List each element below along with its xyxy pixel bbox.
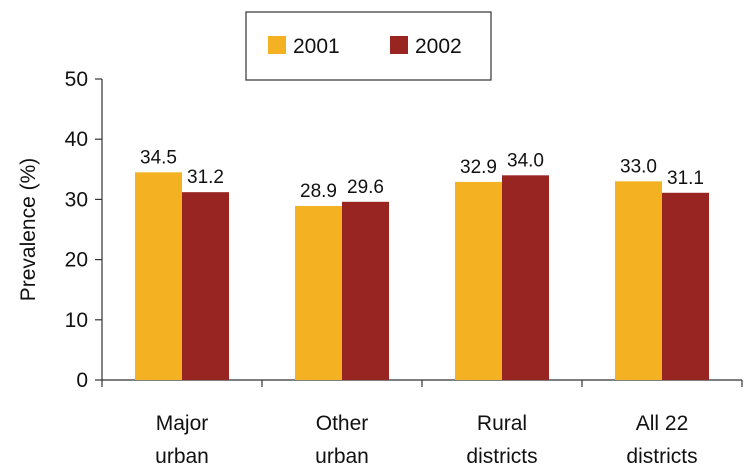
y-tick-label: 50 [65, 68, 88, 91]
data-label: 34.5 [140, 147, 177, 168]
legend-swatch [390, 36, 408, 54]
category-label: Rural [477, 412, 527, 435]
y-axis-label: Prevalence (%) [17, 158, 40, 302]
data-label: 29.6 [347, 177, 384, 198]
y-tick-label: 40 [65, 128, 88, 151]
x-axis [101, 379, 743, 387]
y-axis: 0 10 20 30 40 50 [65, 68, 103, 392]
bar-2002-3 [662, 192, 709, 380]
category-label: districts [626, 445, 697, 468]
data-label: 28.9 [300, 181, 337, 202]
y-tick-label: 20 [65, 249, 88, 272]
data-label: 34.0 [507, 150, 544, 171]
bar-2001-0 [135, 172, 182, 380]
data-label: 33.0 [620, 156, 657, 177]
data-label: 32.9 [460, 157, 497, 178]
y-tick-label: 30 [65, 188, 88, 211]
bar-2001-1 [295, 206, 342, 380]
data-label: 31.2 [187, 167, 224, 188]
category-label: Other [316, 412, 369, 435]
category-label: districts [466, 445, 537, 468]
legend-label: 2002 [415, 35, 462, 58]
data-label: 31.1 [667, 168, 704, 189]
bar-2002-2 [502, 175, 549, 380]
y-tick-label: 0 [76, 369, 88, 392]
y-tick-label: 10 [65, 309, 88, 332]
category-labels: Major urban Other urban Rural districts All 22… [155, 412, 697, 468]
legend: 2001 2002 [245, 11, 492, 81]
bar-2001-2 [455, 181, 502, 380]
data-labels: 34.5 31.2 28.9 29.6 32.9 34.0 33.0 31.1 [140, 147, 704, 202]
category-label: All 22 [636, 412, 689, 435]
legend-frame [245, 11, 492, 81]
category-label: Major [156, 412, 209, 435]
bar-2002-0 [182, 192, 229, 380]
legend-label: 2001 [293, 35, 340, 58]
bar-2002-1 [342, 201, 389, 380]
legend-swatch [268, 36, 286, 54]
category-label: urban [315, 445, 369, 468]
bars [135, 172, 709, 380]
category-label: urban [155, 445, 209, 468]
bar-2001-3 [615, 181, 662, 380]
